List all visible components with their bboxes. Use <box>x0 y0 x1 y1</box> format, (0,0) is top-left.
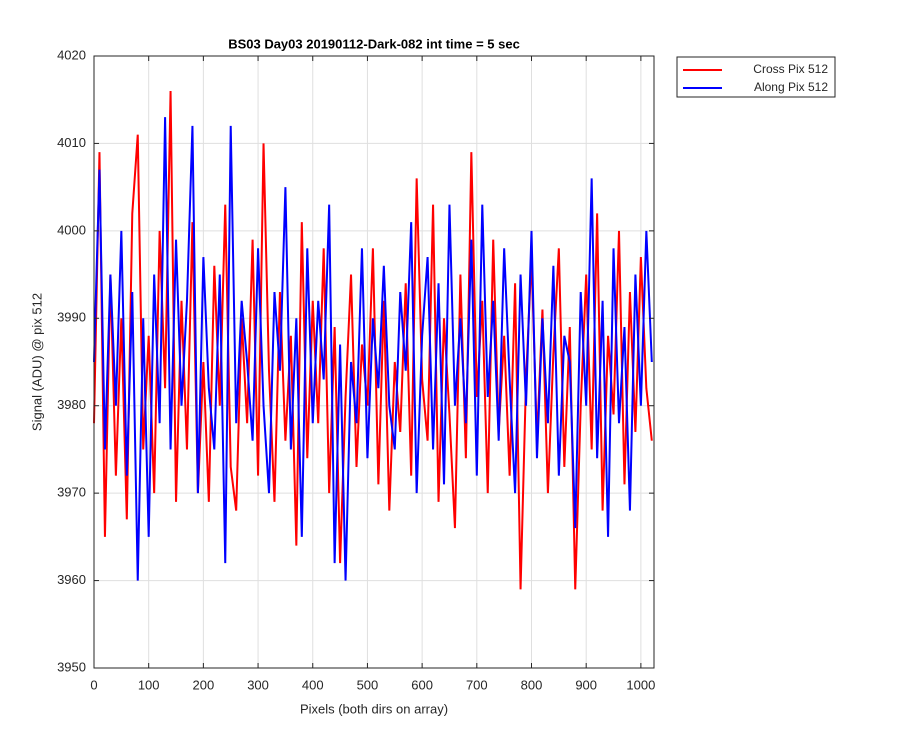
legend-label: Along Pix 512 <box>754 80 828 94</box>
y-tick-label: 3960 <box>57 572 86 587</box>
x-tick-label: 300 <box>247 677 269 692</box>
x-tick-label: 900 <box>575 677 597 692</box>
legend-label: Cross Pix 512 <box>753 62 828 76</box>
data-line <box>93 90 653 590</box>
y-tick-label: 4000 <box>57 222 86 237</box>
x-axis-label: Pixels (both dirs on array) <box>300 701 448 716</box>
y-tick-label: 3990 <box>57 310 86 325</box>
chart-title: BS03 Day03 20190112-Dark-082 int time = … <box>228 36 520 51</box>
x-tick-label: 100 <box>138 677 160 692</box>
y-tick-label: 3950 <box>57 659 86 674</box>
x-tick-label: 400 <box>302 677 324 692</box>
x-tick-label: 1000 <box>626 677 655 692</box>
y-tick-label: 4020 <box>57 47 86 62</box>
y-tick-label: 3970 <box>57 485 86 500</box>
data-line <box>93 117 653 581</box>
axes-box <box>93 55 655 669</box>
y-axis-label: Signal (ADU) @ pix 512 <box>29 293 44 431</box>
x-tick-label: 500 <box>357 677 379 692</box>
legend-box <box>676 56 836 98</box>
x-tick-label: 600 <box>411 677 433 692</box>
plot-area <box>94 56 654 668</box>
y-tick-label: 4010 <box>57 135 86 150</box>
x-tick-label: 200 <box>193 677 215 692</box>
y-tick-label: 3980 <box>57 397 86 412</box>
x-tick-label: 700 <box>466 677 488 692</box>
x-tick-label: 800 <box>521 677 543 692</box>
x-tick-label: 0 <box>90 677 97 692</box>
